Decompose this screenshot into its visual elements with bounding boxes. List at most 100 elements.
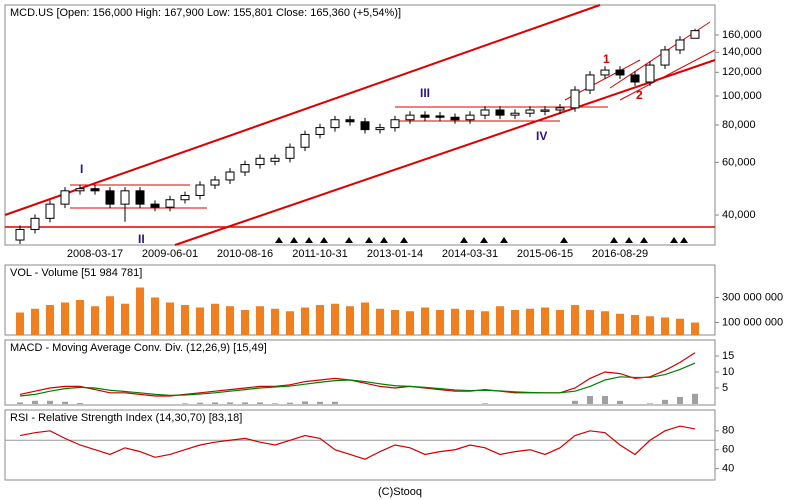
y-tick-label: 80 xyxy=(722,425,734,437)
candle-body xyxy=(240,164,250,173)
candle-body xyxy=(30,217,40,230)
volume-panel xyxy=(4,264,716,336)
candle-body xyxy=(525,109,535,114)
candle-body xyxy=(60,190,70,205)
histogram-bar xyxy=(212,402,218,404)
histogram-bar xyxy=(617,400,623,404)
volume-bar xyxy=(106,296,114,335)
volume-bar xyxy=(601,311,609,335)
histogram-bar xyxy=(317,401,323,404)
volume-bar xyxy=(61,302,69,335)
panel-title: MACD - Moving Average Conv. Div. (12,26,… xyxy=(10,342,267,354)
candle-body xyxy=(390,119,400,129)
wave-label: II xyxy=(138,232,145,246)
volume-bar xyxy=(226,306,234,335)
x-tick-label: 2013-01-14 xyxy=(367,248,423,260)
y-tick-label: 40,000 xyxy=(722,209,756,221)
volume-bar xyxy=(571,305,579,335)
candle-body xyxy=(345,119,355,123)
volume-bar xyxy=(91,306,99,335)
histogram-bar xyxy=(47,400,53,404)
y-tick-label: 120,000 xyxy=(722,66,762,78)
candle-body xyxy=(600,69,610,76)
y-tick-label: 100,000 xyxy=(722,90,762,102)
histogram-bar xyxy=(242,402,248,404)
candle-body xyxy=(165,199,175,208)
candle-body xyxy=(405,114,415,121)
histogram-bar xyxy=(677,396,683,404)
price-panel xyxy=(4,4,716,246)
volume-bar xyxy=(436,310,444,335)
volume-bar xyxy=(661,317,669,335)
wave-label: 2 xyxy=(636,88,643,102)
y-tick-label: 80,000 xyxy=(722,119,756,131)
histogram-bar xyxy=(662,399,668,404)
volume-bar xyxy=(451,308,459,335)
volume-bar xyxy=(286,311,294,335)
volume-bar xyxy=(16,312,24,335)
volume-bar xyxy=(121,303,129,335)
y-tick-label: 60,000 xyxy=(722,156,756,168)
x-tick-label: 2008-03-17 xyxy=(67,248,123,260)
candle-body xyxy=(690,30,700,39)
volume-bar xyxy=(166,302,174,335)
histogram-bar xyxy=(17,402,23,404)
trend-line xyxy=(619,49,716,101)
volume-bar xyxy=(301,307,309,335)
volume-bar xyxy=(76,300,84,335)
histogram-bar xyxy=(257,402,263,404)
trend-line xyxy=(4,4,601,216)
candle-body xyxy=(285,146,295,159)
volume-bar xyxy=(586,310,594,335)
candle-body xyxy=(645,64,655,83)
candle-body xyxy=(615,69,625,76)
candle-body xyxy=(360,121,370,131)
candle-body xyxy=(300,133,310,148)
volume-bar xyxy=(466,310,474,335)
volume-bar xyxy=(421,307,429,335)
x-tick-label: 2014-03-31 xyxy=(442,248,498,260)
volume-bar xyxy=(526,308,534,335)
candle-body xyxy=(540,109,550,112)
histogram-bar xyxy=(77,403,83,404)
histogram-bar xyxy=(302,401,308,404)
candle-body xyxy=(75,188,85,192)
x-tick-label: 2011-10-31 xyxy=(292,248,347,260)
candle-body xyxy=(330,119,340,129)
histogram-bar xyxy=(272,403,278,404)
y-tick-label: 60 xyxy=(722,444,734,456)
volume-bar xyxy=(646,316,654,335)
volume-bar xyxy=(691,322,699,335)
candle-body xyxy=(270,157,280,162)
volume-bar xyxy=(211,303,219,335)
candle-body xyxy=(180,194,190,201)
candle-body xyxy=(435,115,445,118)
wave-label: 1 xyxy=(603,52,610,66)
wave-label: IV xyxy=(536,129,547,143)
candle-body xyxy=(420,114,430,118)
candle-body xyxy=(675,39,685,51)
candle-body xyxy=(195,184,205,196)
y-tick-label: 5 xyxy=(722,382,728,394)
volume-bar xyxy=(136,287,144,335)
histogram-bar xyxy=(227,402,233,404)
volume-bar xyxy=(616,313,624,335)
histogram-bar xyxy=(587,396,593,404)
candle-body xyxy=(90,188,100,192)
volume-bar xyxy=(151,297,159,335)
candle-body xyxy=(135,190,145,205)
candle-body xyxy=(495,109,505,116)
triangle-markers xyxy=(275,237,688,243)
candle-body xyxy=(375,127,385,131)
volume-bar xyxy=(361,302,369,335)
panel-title: MCD.US [Open: 156,000 High: 167,900 Low:… xyxy=(10,7,401,19)
indicator-line xyxy=(19,425,696,460)
candle-body xyxy=(585,74,595,91)
volume-bar xyxy=(316,305,324,335)
candle-body xyxy=(105,190,115,205)
volume-bar xyxy=(376,308,384,335)
volume-bar xyxy=(391,310,399,335)
volume-bar xyxy=(541,307,549,335)
panel-title: RSI - Relative Strength Index (14,30,70)… xyxy=(10,412,242,424)
